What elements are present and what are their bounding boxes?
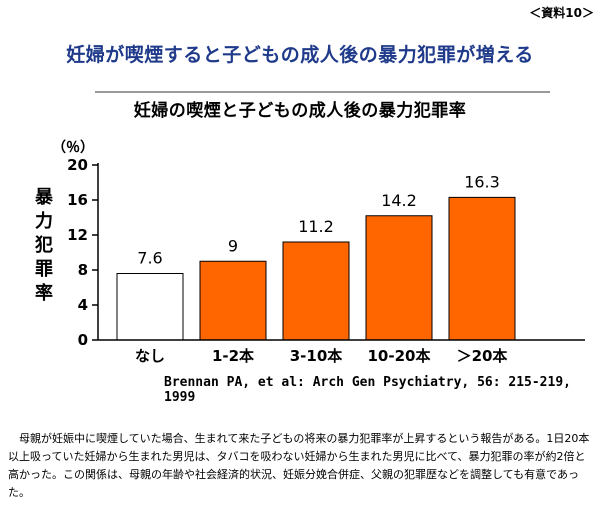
bar-value-label: 11.2 <box>298 217 334 236</box>
bar-chart: （％） 0 4 8 12 16 20 7.6 なし 9 1-2本 11.2 3-10本 14.2 10-20… <box>52 140 585 365</box>
y-tick-label: 12 <box>67 226 88 244</box>
y-tick-label: 4 <box>78 296 88 314</box>
bar <box>116 273 184 341</box>
y-axis-label-char: 罪 <box>35 259 53 280</box>
bar <box>282 241 350 341</box>
x-category-label: 1-2本 <box>212 347 254 365</box>
bar-value-label: 16.3 <box>464 172 500 191</box>
y-tick-label: 20 <box>67 156 88 174</box>
y-tick-label: 16 <box>67 191 88 209</box>
x-category-label: 3-10本 <box>290 347 343 365</box>
x-category-label: 10-20本 <box>368 347 431 365</box>
bar-value-label: 14.2 <box>381 191 417 210</box>
y-axis-label: 暴 力 犯 罪 率 <box>32 186 56 306</box>
divider <box>95 91 550 93</box>
y-axis-label-char: 率 <box>35 283 53 304</box>
y-axis-label-char: 暴 <box>35 187 53 208</box>
source-citation: Brennan PA, et al: Arch Gen Psychiatry, … <box>164 375 571 405</box>
y-tick-label: 0 <box>78 331 88 349</box>
bar <box>365 215 433 341</box>
x-category-label: なし <box>135 347 165 365</box>
y-tick-label: 8 <box>78 261 88 279</box>
y-axis-unit: （％） <box>52 140 94 156</box>
bar <box>199 260 267 341</box>
bar-value-label: 9 <box>228 236 238 255</box>
page-headline: 妊婦が喫煙すると子どもの成人後の暴力犯罪が増える <box>66 44 534 66</box>
document-label: ＜資料10＞ <box>529 6 594 20</box>
chart-title: 妊婦の喫煙と子どもの成人後の暴力犯罪率 <box>133 101 467 121</box>
bar <box>448 196 516 341</box>
y-axis-label-char: 犯 <box>35 235 53 256</box>
y-axis-label-char: 力 <box>35 211 53 232</box>
x-category-label: ＞20本 <box>457 347 508 365</box>
explanatory-note: 母親が妊娠中に喫煙していた場合、生まれて来た子どもの将来の暴力犯罪率が上昇すると… <box>8 432 590 499</box>
bar-value-label: 7.6 <box>137 249 162 268</box>
